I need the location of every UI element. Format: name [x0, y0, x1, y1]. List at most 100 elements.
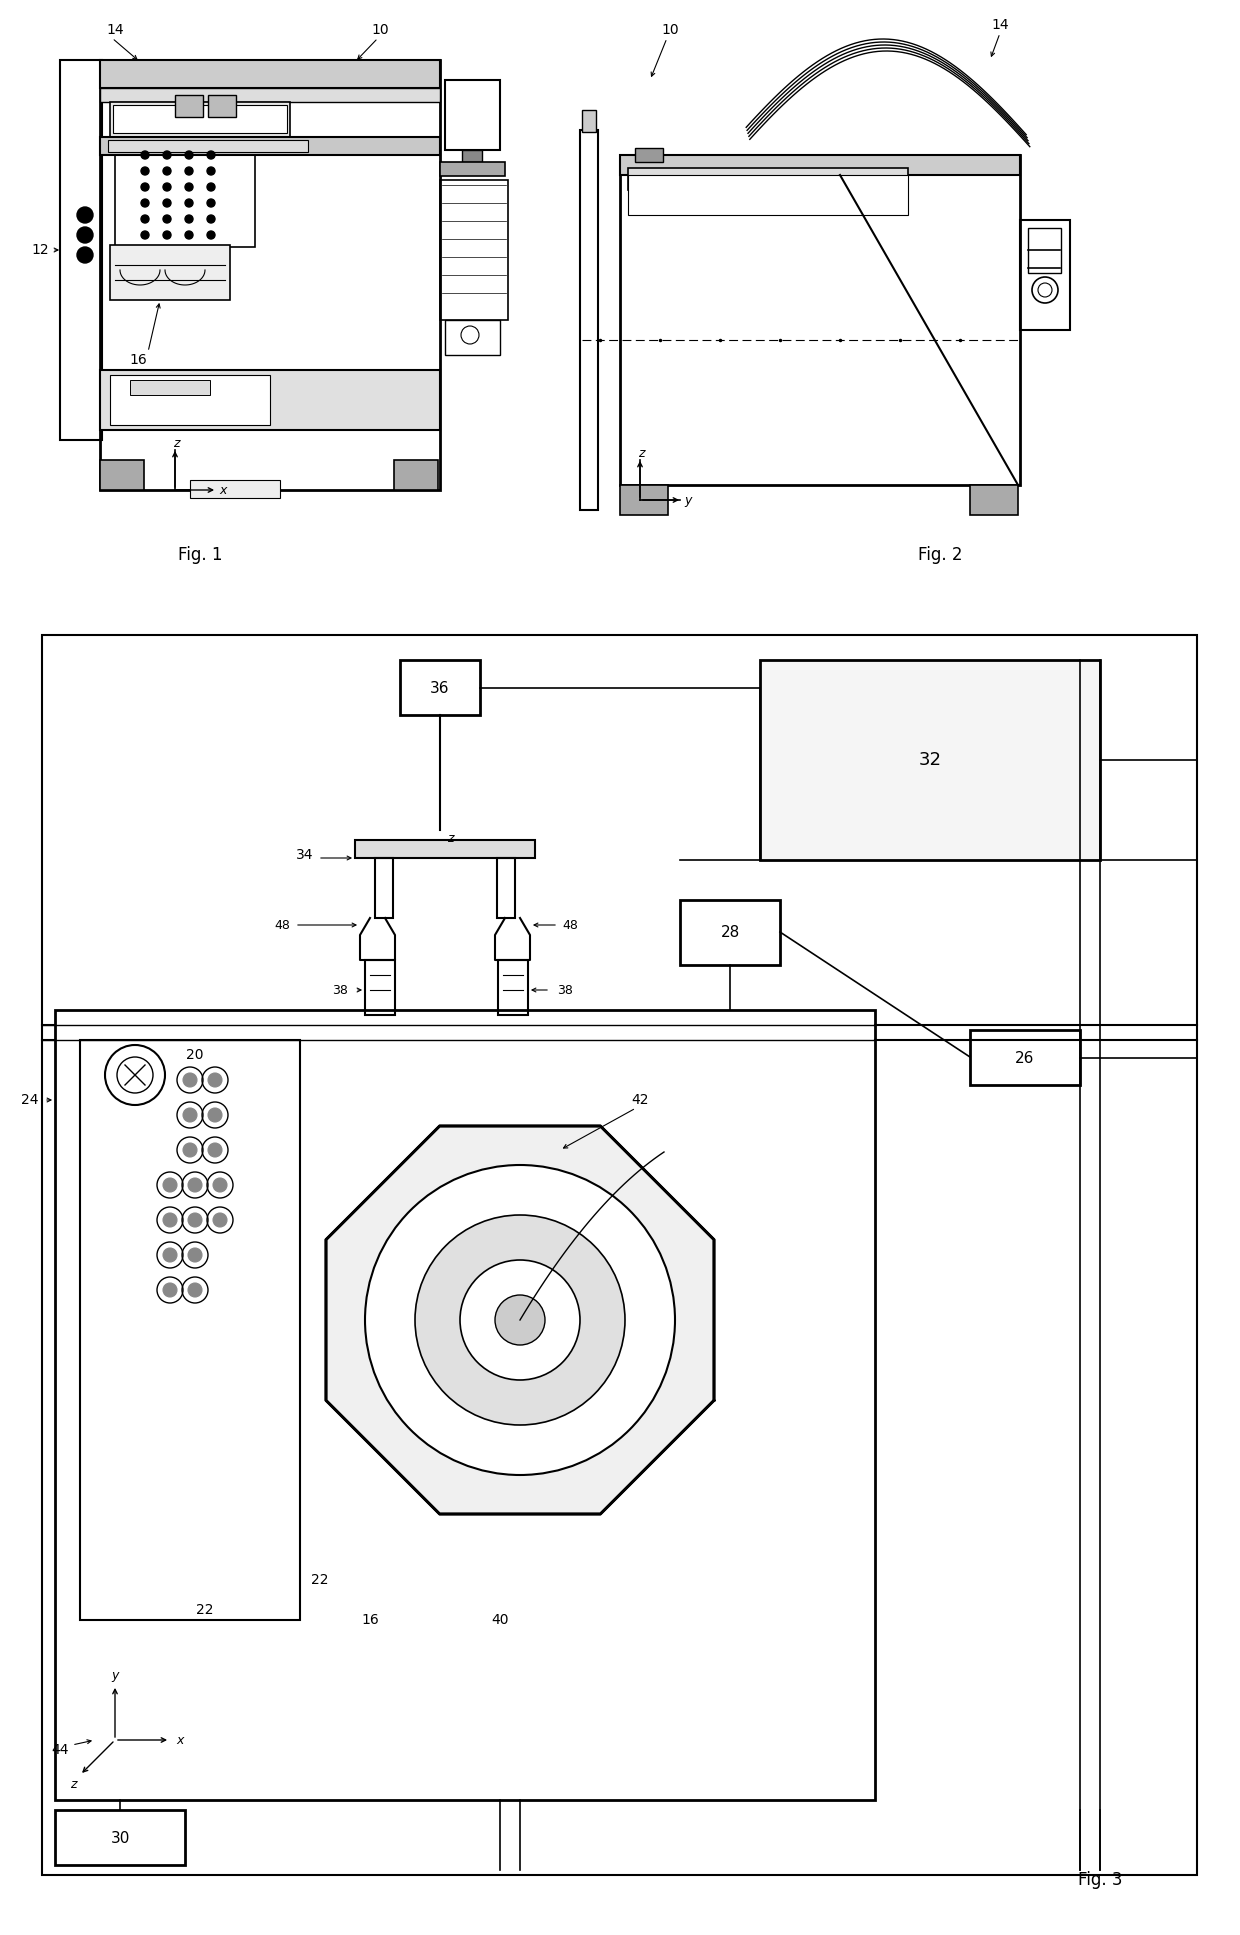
- Circle shape: [77, 226, 93, 244]
- Circle shape: [162, 1283, 177, 1296]
- Circle shape: [185, 230, 193, 240]
- Bar: [113, 104, 286, 134]
- Circle shape: [365, 1165, 675, 1474]
- Bar: [970, 1029, 1080, 1086]
- Circle shape: [207, 151, 215, 159]
- Text: 42: 42: [631, 1093, 649, 1107]
- Bar: [627, 168, 908, 190]
- Bar: [55, 1809, 185, 1865]
- Circle shape: [141, 166, 149, 174]
- Circle shape: [207, 166, 215, 174]
- Circle shape: [162, 230, 171, 240]
- Text: 36: 36: [430, 681, 450, 695]
- Bar: [1028, 228, 1061, 273]
- Circle shape: [188, 1178, 202, 1192]
- Circle shape: [141, 230, 149, 240]
- Circle shape: [185, 215, 193, 223]
- Bar: [440, 163, 505, 176]
- Bar: [627, 174, 908, 215]
- Text: 20: 20: [186, 1049, 203, 1062]
- Bar: [401, 660, 480, 716]
- Text: 44: 44: [51, 1743, 68, 1757]
- Text: 14: 14: [991, 17, 1009, 33]
- Text: 16: 16: [361, 1614, 379, 1627]
- Bar: [130, 379, 210, 395]
- Bar: [175, 95, 203, 116]
- Circle shape: [141, 184, 149, 192]
- Text: 16: 16: [129, 352, 146, 368]
- Text: 14: 14: [107, 23, 124, 37]
- Bar: [620, 486, 668, 515]
- Circle shape: [162, 1178, 177, 1192]
- Bar: [582, 110, 596, 132]
- Bar: [970, 486, 1018, 515]
- Text: x: x: [219, 484, 227, 497]
- Bar: [445, 319, 500, 354]
- Bar: [680, 900, 780, 966]
- Text: 38: 38: [557, 983, 573, 997]
- Text: 48: 48: [562, 919, 578, 931]
- Circle shape: [185, 199, 193, 207]
- Bar: [374, 857, 393, 917]
- Text: Fig. 2: Fig. 2: [918, 546, 962, 563]
- Bar: [760, 660, 1100, 859]
- Bar: [440, 180, 508, 319]
- Bar: [620, 155, 1021, 486]
- Circle shape: [162, 1213, 177, 1227]
- Circle shape: [77, 207, 93, 223]
- Bar: [100, 60, 440, 490]
- Bar: [190, 480, 280, 497]
- Bar: [355, 840, 534, 857]
- Circle shape: [162, 184, 171, 192]
- Text: y: y: [684, 493, 692, 507]
- Bar: [100, 370, 440, 430]
- Bar: [115, 137, 255, 248]
- Circle shape: [188, 1248, 202, 1262]
- Text: 10: 10: [661, 23, 678, 37]
- Circle shape: [207, 199, 215, 207]
- Circle shape: [184, 1074, 197, 1087]
- Bar: [108, 139, 308, 153]
- Text: x: x: [176, 1734, 184, 1747]
- Circle shape: [185, 166, 193, 174]
- Text: 32: 32: [919, 751, 941, 768]
- Circle shape: [213, 1213, 227, 1227]
- Text: 12: 12: [31, 244, 48, 257]
- Text: 38: 38: [332, 983, 348, 997]
- Text: z: z: [69, 1778, 76, 1790]
- Circle shape: [162, 166, 171, 174]
- Circle shape: [208, 1109, 222, 1122]
- Circle shape: [184, 1144, 197, 1157]
- Bar: [55, 1010, 875, 1800]
- Text: 30: 30: [110, 1831, 130, 1846]
- Circle shape: [141, 215, 149, 223]
- Polygon shape: [326, 1126, 714, 1513]
- Bar: [100, 87, 440, 103]
- Bar: [100, 60, 440, 87]
- Bar: [110, 375, 270, 426]
- Circle shape: [213, 1178, 227, 1192]
- Text: z: z: [446, 832, 454, 844]
- Bar: [81, 1039, 300, 1620]
- Bar: [394, 461, 438, 490]
- Bar: [100, 461, 144, 490]
- Circle shape: [207, 184, 215, 192]
- Text: 22: 22: [311, 1573, 329, 1587]
- Bar: [620, 155, 1021, 174]
- Circle shape: [162, 151, 171, 159]
- Text: Fig. 3: Fig. 3: [1078, 1871, 1122, 1889]
- Circle shape: [460, 1260, 580, 1380]
- Circle shape: [184, 1109, 197, 1122]
- Text: 26: 26: [1016, 1051, 1034, 1066]
- Text: y: y: [112, 1668, 119, 1682]
- Circle shape: [208, 1144, 222, 1157]
- Bar: [445, 79, 500, 151]
- Text: 22: 22: [196, 1602, 213, 1618]
- Text: z: z: [637, 447, 645, 459]
- Circle shape: [77, 248, 93, 263]
- Text: 28: 28: [720, 925, 739, 940]
- Bar: [498, 960, 528, 1016]
- Circle shape: [141, 151, 149, 159]
- Circle shape: [208, 1074, 222, 1087]
- Bar: [42, 635, 1197, 1875]
